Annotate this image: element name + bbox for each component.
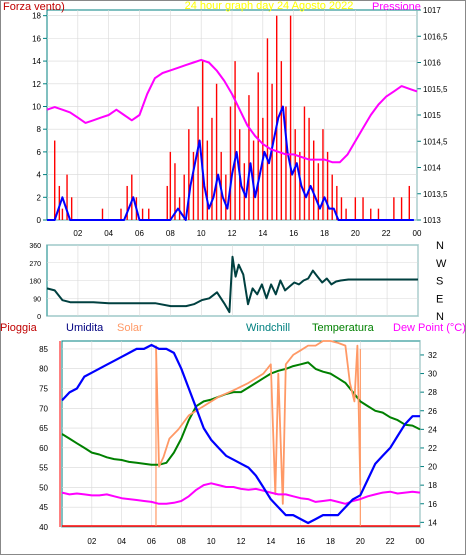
- legend-umidita: Umidita: [66, 322, 104, 334]
- tick-label-pressure: 1017: [423, 6, 441, 15]
- tick-label-wind: 14: [32, 57, 41, 66]
- tick-label-time: 18: [320, 229, 329, 238]
- tick-label-wind: 16: [32, 34, 41, 43]
- tick-label-humidity: 85: [39, 345, 48, 354]
- tick-label-time: 04: [117, 537, 126, 546]
- tick-label-temperature: 26: [428, 407, 437, 416]
- tick-label-temperature: 30: [428, 370, 437, 379]
- tick-label-time: 22: [382, 229, 391, 238]
- tick-label-humidity: 80: [39, 365, 48, 374]
- solar-line: [155, 340, 362, 505]
- tick-label-pressure: 1014,5: [423, 137, 448, 146]
- tick-label-time: 16: [289, 229, 298, 238]
- tick-label-humidity: 55: [39, 464, 48, 473]
- tick-label-time: 00: [413, 229, 422, 238]
- tick-label-time: 12: [228, 229, 237, 238]
- tick-label-time: 14: [266, 537, 275, 546]
- humidity-line: [61, 343, 420, 525]
- tick-label-wind: 0: [37, 216, 42, 225]
- legend-temperatura: Temperatura: [312, 322, 375, 334]
- tick-label-direction-degrees: 180: [29, 279, 41, 286]
- tick-label-temperature: 18: [428, 481, 437, 490]
- tick-label-time: 00: [416, 537, 425, 546]
- tick-label-wind: 4: [37, 171, 42, 180]
- tick-label-time: 14: [258, 229, 267, 238]
- temperature-line: [61, 361, 421, 466]
- tick-label-pressure: 1014: [423, 164, 441, 173]
- tick-label-pressure: 1013,5: [423, 190, 448, 199]
- tick-label-time: 06: [147, 537, 156, 546]
- dewpoint-line: [61, 482, 421, 505]
- tick-label-temperature: 22: [428, 444, 437, 453]
- legend-solar: Solar: [117, 322, 143, 334]
- pressure-line: [46, 58, 418, 164]
- tick-label-time: 10: [207, 537, 216, 546]
- tick-label-humidity: 75: [39, 384, 48, 393]
- tick-label-time: 20: [351, 229, 360, 238]
- tick-label-time: 18: [326, 537, 335, 546]
- compass-label: S: [436, 276, 443, 288]
- compass-label: N: [436, 240, 444, 252]
- tick-label-direction-degrees: 0: [37, 314, 41, 321]
- tick-label-direction-degrees: 360: [29, 243, 41, 250]
- compass-label: W: [436, 258, 447, 270]
- tick-label-pressure: 1013: [423, 216, 441, 225]
- tick-label-temperature: 16: [428, 500, 437, 509]
- tick-label-humidity: 65: [39, 424, 48, 433]
- tick-label-time: 08: [177, 537, 186, 546]
- tick-label-time: 12: [237, 537, 246, 546]
- tick-label-humidity: 40: [39, 523, 48, 532]
- tick-label-temperature: 20: [428, 463, 437, 472]
- tick-label-wind: 10: [32, 102, 41, 111]
- tick-label-temperature: 28: [428, 388, 437, 397]
- tick-label-time: 20: [356, 537, 365, 546]
- tick-label-pressure: 1016,5: [423, 32, 448, 41]
- tick-label-pressure: 1015,5: [423, 85, 448, 94]
- compass-label: N: [436, 311, 444, 323]
- tick-label-time: 04: [104, 229, 113, 238]
- tick-label-humidity: 45: [39, 503, 48, 512]
- tick-label-temperature: 14: [428, 518, 437, 527]
- wind-axis-title: Forza vento): [3, 1, 65, 13]
- tick-label-temperature: 32: [428, 351, 437, 360]
- tick-label-humidity: 50: [39, 483, 48, 492]
- tick-label-humidity: 70: [39, 404, 48, 413]
- tick-label-time: 02: [87, 537, 96, 546]
- tick-label-humidity: 60: [39, 444, 48, 453]
- tick-label-time: 06: [135, 229, 144, 238]
- legend-pioggia: Pioggia: [0, 322, 38, 334]
- tick-label-wind: 2: [37, 193, 42, 202]
- tick-label-direction-degrees: 270: [29, 261, 41, 268]
- compass-label: E: [436, 293, 443, 305]
- tick-label-time: 08: [166, 229, 175, 238]
- tick-label-pressure: 1015: [423, 111, 441, 120]
- tick-label-time: 10: [197, 229, 206, 238]
- tick-label-wind: 8: [37, 125, 42, 134]
- tick-label-wind: 6: [37, 148, 42, 157]
- wind-direction-line: [46, 255, 418, 314]
- tick-label-temperature: 24: [428, 425, 437, 434]
- tick-label-pressure: 1016: [423, 59, 441, 68]
- tick-label-time: 02: [73, 229, 82, 238]
- wind-average-line: [47, 105, 414, 221]
- tick-label-time: 16: [296, 537, 305, 546]
- tick-label-wind: 18: [32, 12, 41, 21]
- legend-dew-point-c: Dew Point (°C): [393, 322, 466, 334]
- tick-label-wind: 12: [32, 80, 41, 89]
- tick-label-direction-degrees: 90: [33, 296, 41, 303]
- legend-windchill: Windchill: [246, 322, 290, 334]
- chart-title: 24 hour graph day 24 Agosto 2022: [185, 0, 354, 12]
- tick-label-time: 22: [386, 537, 395, 546]
- pressure-axis-title: Pressione: [372, 1, 421, 13]
